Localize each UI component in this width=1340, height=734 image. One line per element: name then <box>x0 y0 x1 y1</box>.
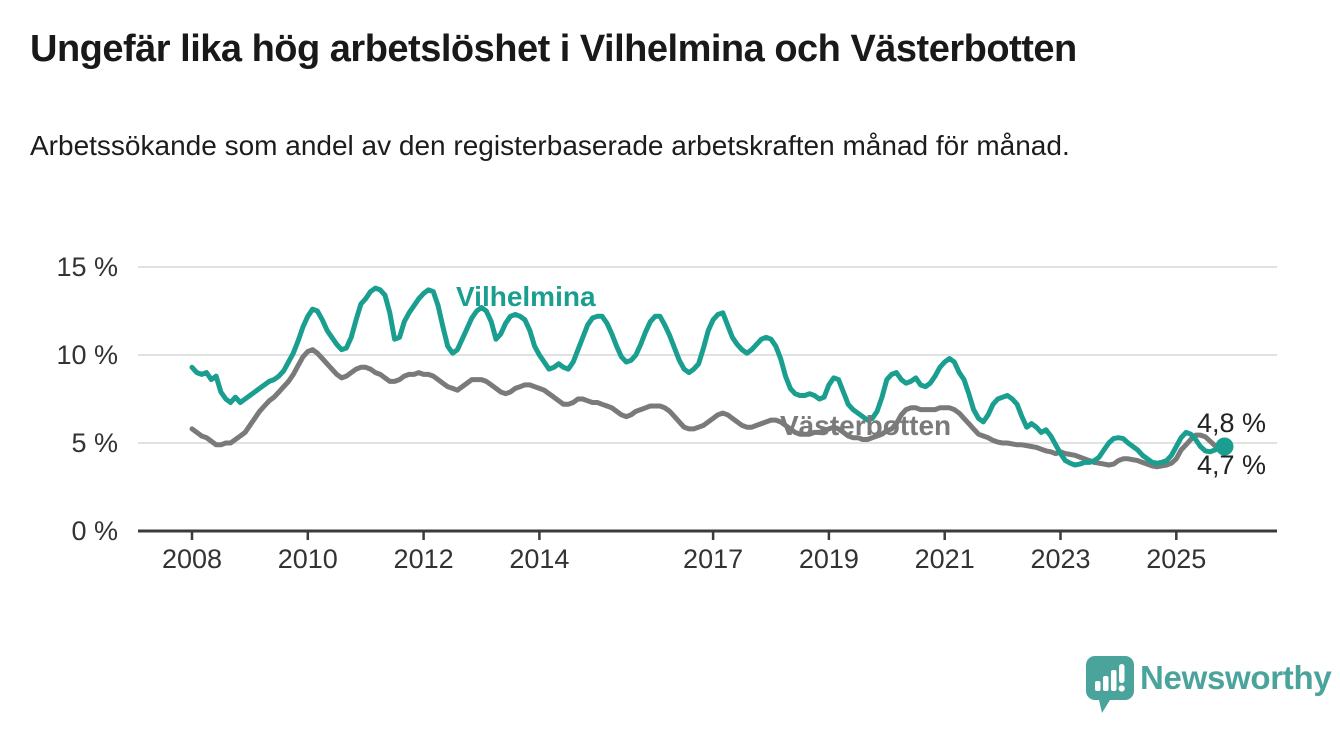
speech-bubble-bar-chart-icon <box>1086 656 1134 713</box>
series-label-vilhelmina: Vilhelmina <box>456 281 596 312</box>
y-axis-label: 0 % <box>71 516 118 546</box>
y-axis-label: 5 % <box>71 428 118 458</box>
end-value-label-vilhelmina: 4,8 % <box>1197 408 1267 438</box>
x-axis-label: 2023 <box>1030 544 1091 574</box>
newsworthy-logo: Newsworthy <box>1086 655 1336 715</box>
x-axis-label: 2014 <box>509 544 570 574</box>
x-axis-label: 2025 <box>1146 544 1207 574</box>
page-title: Ungefär lika hög arbetslöshet i Vilhelmi… <box>30 28 1077 70</box>
series-label-vasterbotten: Västerbotten <box>780 410 952 441</box>
x-axis-label: 2008 <box>161 544 223 574</box>
brand-name: Newsworthy <box>1140 659 1332 696</box>
y-axis-label: 15 % <box>56 252 118 282</box>
y-axis-label: 10 % <box>56 340 118 370</box>
latest-value-dot <box>1215 437 1234 456</box>
series-line-västerbotten <box>189 347 1227 470</box>
series-line-vilhelmina <box>189 285 1227 468</box>
x-axis-label: 2017 <box>683 544 744 574</box>
x-axis-label: 2010 <box>277 544 338 574</box>
x-axis-label: 2019 <box>798 544 859 574</box>
chart-subtitle: Arbetssökande som andel av den registerb… <box>30 130 1070 161</box>
x-axis-label: 2021 <box>914 544 975 574</box>
end-value-label-vasterbotten: 4,7 % <box>1197 450 1267 480</box>
x-axis-label: 2012 <box>393 544 454 574</box>
